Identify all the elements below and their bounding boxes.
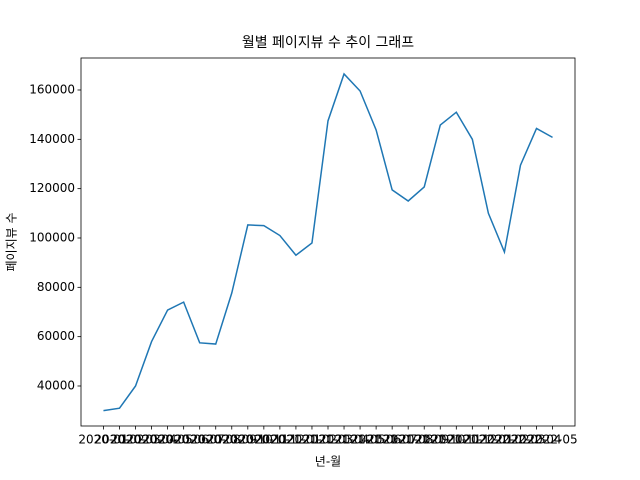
x-tick-label: 2021-09 (399, 433, 449, 447)
x-tick-label: 2021-02 (287, 433, 337, 447)
chart-title: 월별 페이지뷰 수 추이 그래프 (242, 35, 414, 51)
y-tick-label: 120000 (29, 181, 75, 195)
x-tick-label: 2021-06 (351, 433, 401, 447)
x-tick-label: 2022-05 (527, 433, 577, 447)
y-tick-label: 140000 (29, 132, 75, 146)
x-tick-label: 2021-01 (271, 433, 321, 447)
y-tick-label: 60000 (37, 329, 75, 343)
x-tick-label: 2022-03 (495, 433, 545, 447)
data-line (103, 72, 553, 412)
x-tick-label: 2022-01 (463, 433, 513, 447)
x-tick-label: 2021-05 (335, 433, 385, 447)
x-tick-label: 2020-10 (223, 433, 273, 447)
x-tick-label: 2020-04 (127, 433, 177, 447)
x-axis-label: 년-월 (315, 455, 341, 469)
x-tick-label: 2020-01 (78, 433, 128, 447)
x-tick-label: 2020-12 (255, 433, 305, 447)
x-tick-label: 2020-05 (143, 433, 193, 447)
x-tick-label: 2021-10 (415, 433, 465, 447)
x-tick-label: 2020-03 (110, 433, 160, 447)
x-tick-label: 2022-04 (511, 433, 561, 447)
y-tick-label: 80000 (37, 280, 75, 294)
x-tick-label: 2020-02 (94, 433, 144, 447)
x-tick-label: 2021-03 (303, 433, 353, 447)
x-tick-label: 2020-08 (191, 433, 241, 447)
y-tick-label: 40000 (37, 378, 75, 392)
x-tick-label: 2020-11 (239, 433, 289, 447)
x-tick-label: 2021-11 (431, 433, 481, 447)
x-tick-label: 2020-09 (207, 433, 257, 447)
x-tick-label: 2021-04 (319, 433, 369, 447)
x-tick-label: 2021-12 (447, 433, 497, 447)
x-tick-label: 2021-07 (367, 433, 417, 447)
x-tick-label: 2021-08 (383, 433, 433, 447)
y-axis-label: 페이지뷰 수 (5, 212, 19, 271)
y-tick-label: 100000 (29, 230, 75, 244)
y-tick-label: 160000 (29, 82, 75, 96)
x-tick-label: 2020-07 (175, 433, 225, 447)
x-tick-label: 2022-02 (479, 433, 529, 447)
x-tick-label: 2020-06 (159, 433, 209, 447)
